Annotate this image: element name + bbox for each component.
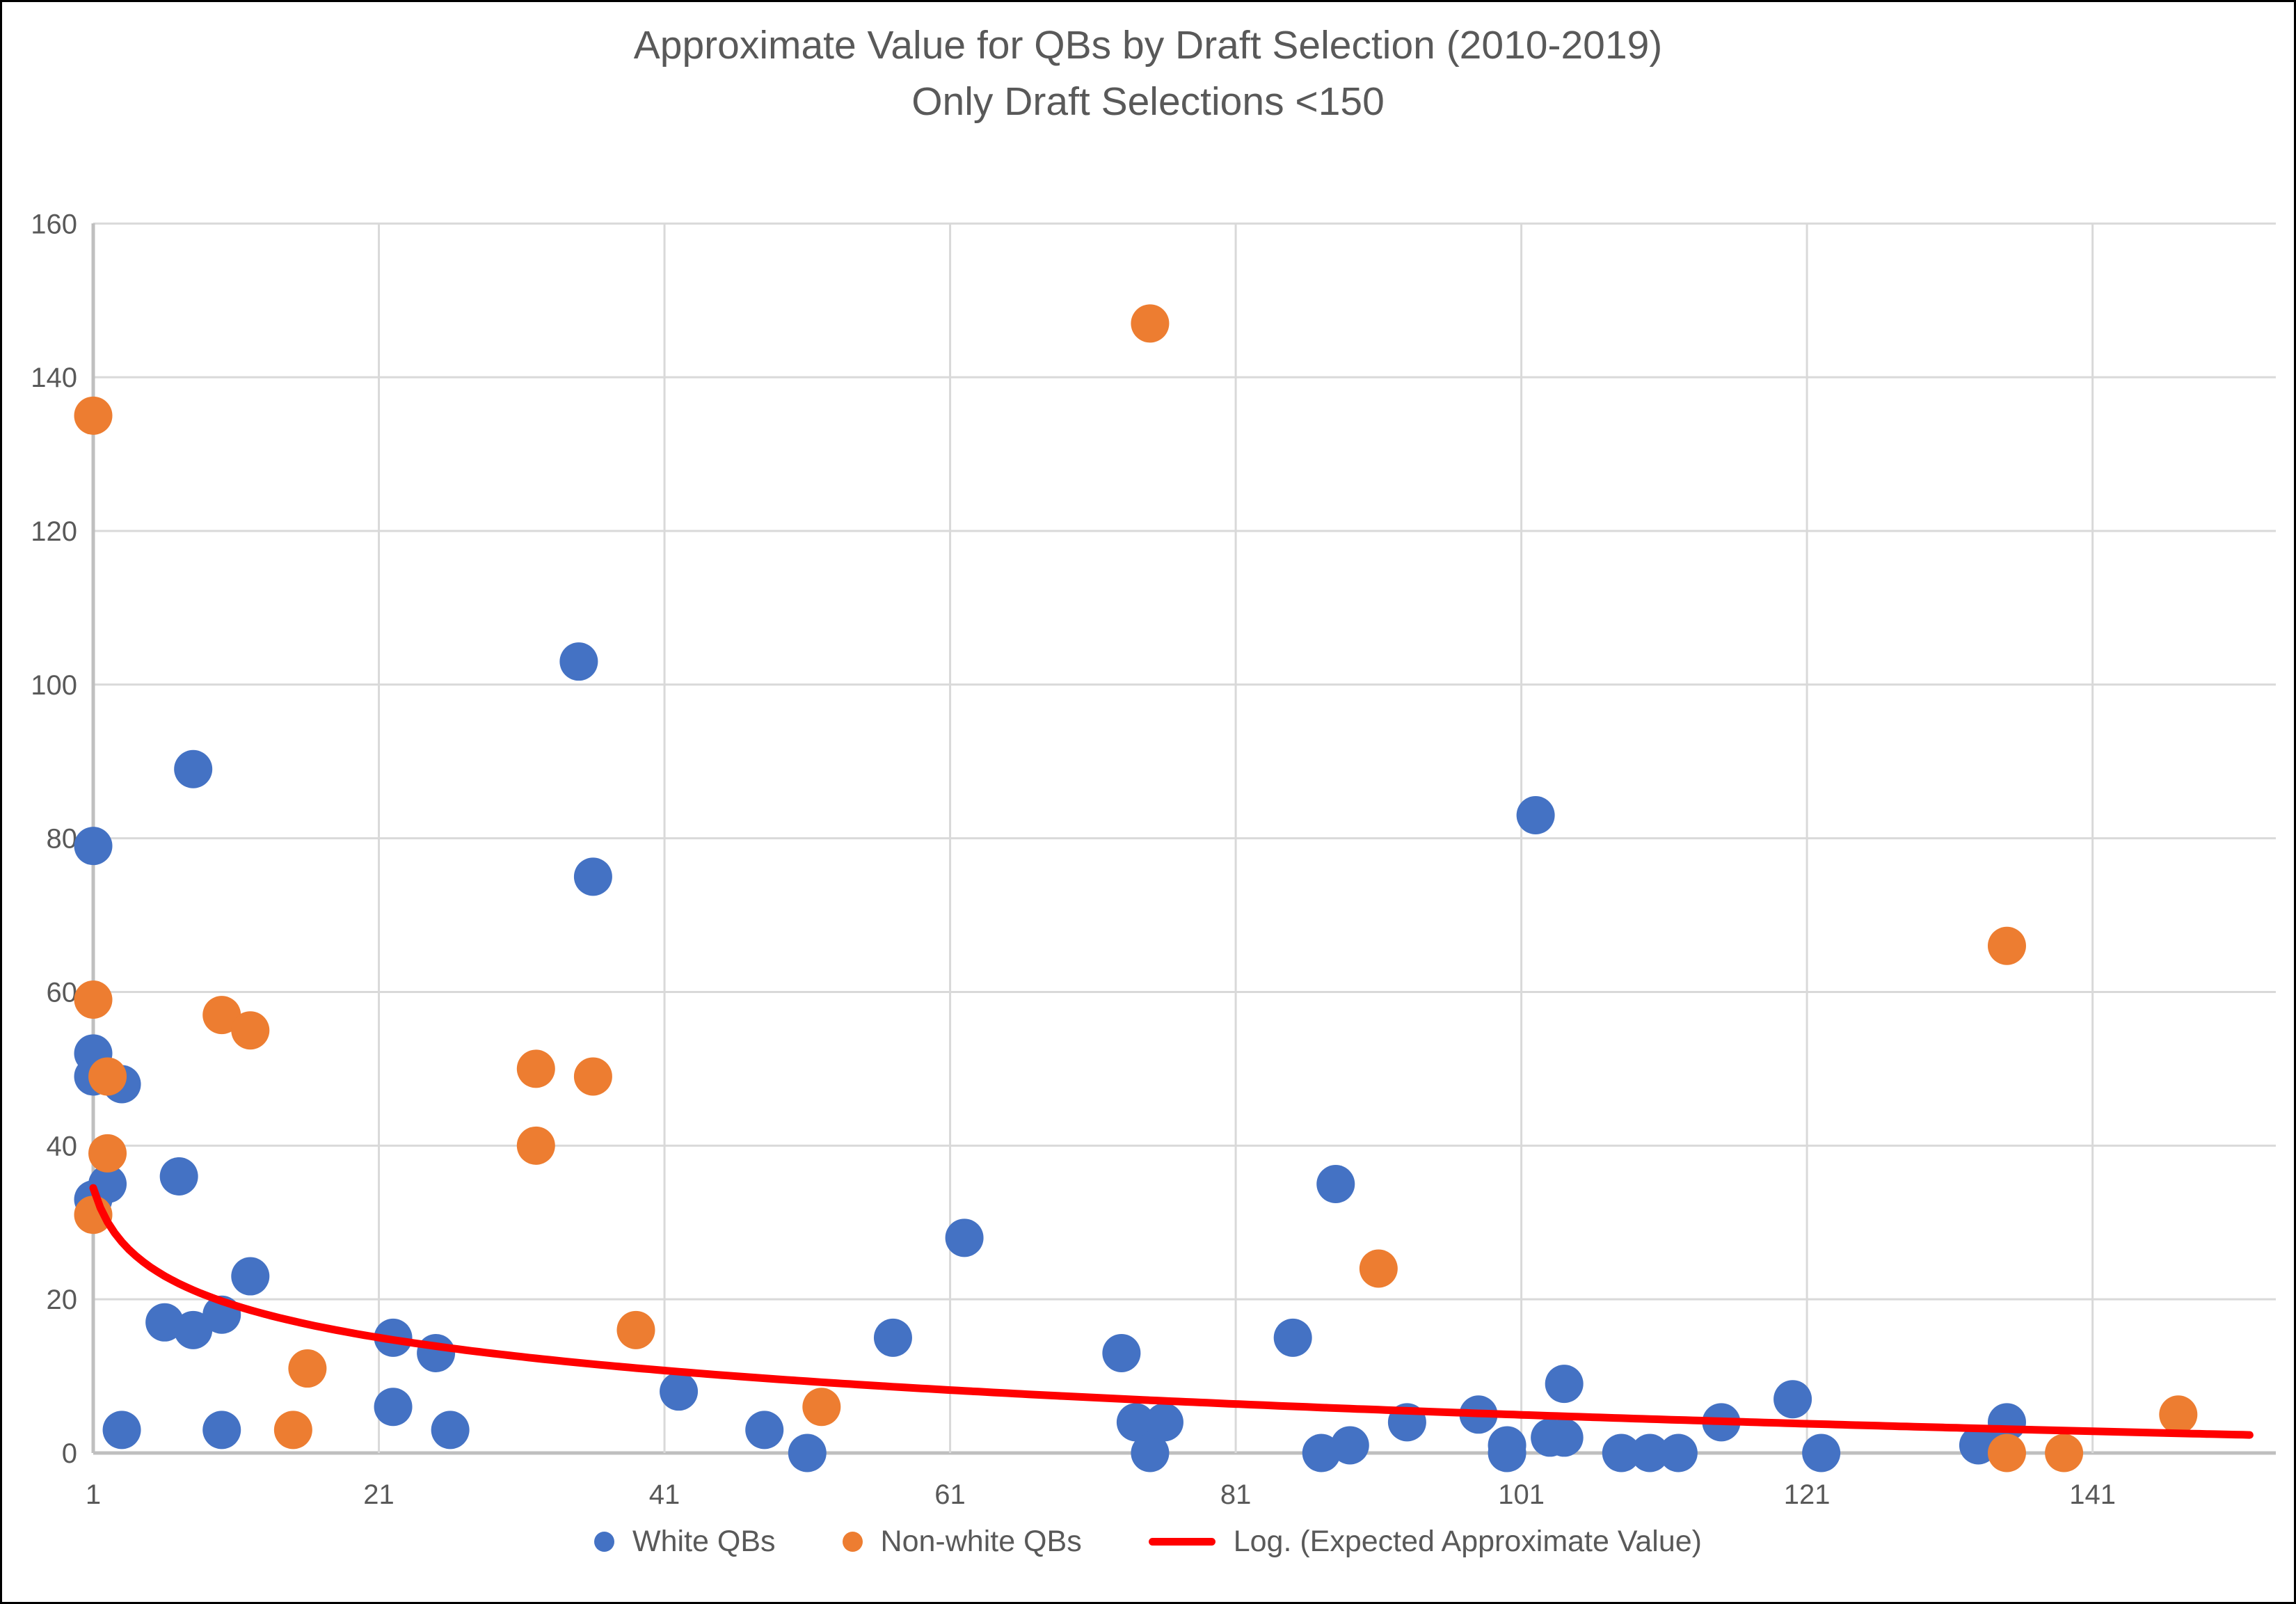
scatter-point-white-qbs <box>1273 1318 1312 1357</box>
legend-label-trendline: Log. (Expected Approximate Value) <box>1233 1525 1702 1558</box>
scatter-point-white-qbs <box>1630 1434 1669 1472</box>
chart-legend: White QBs Non-white QBs Log. (Expected A… <box>2 1525 2294 1559</box>
scatter-point-white-qbs <box>573 857 612 896</box>
x-axis-tick-label: 121 <box>1784 1479 1831 1510</box>
scatter-point-white-qbs <box>1773 1380 1812 1419</box>
scatter-point-non-white-qbs <box>1359 1249 1398 1288</box>
trendline-marker-icon <box>1148 1538 1215 1546</box>
scatter-point-white-qbs <box>1102 1333 1141 1372</box>
scatter-point-white-qbs <box>431 1411 470 1450</box>
scatter-point-white-qbs <box>174 749 213 788</box>
scatter-point-white-qbs <box>1516 796 1555 835</box>
scatter-point-white-qbs <box>1545 1418 1584 1457</box>
scatter-point-white-qbs <box>873 1318 912 1357</box>
chart-title-line2: Only Draft Selections <150 <box>911 79 1385 124</box>
scatter-point-non-white-qbs <box>516 1126 555 1165</box>
scatter-point-white-qbs <box>231 1257 270 1296</box>
y-axis-tick-label: 0 <box>62 1438 77 1469</box>
white-qbs-marker-icon <box>594 1532 615 1552</box>
x-axis-tick-label: 141 <box>2069 1479 2116 1510</box>
scatter-point-non-white-qbs <box>516 1049 555 1088</box>
scatter-point-white-qbs <box>1602 1434 1641 1472</box>
scatter-point-non-white-qbs <box>1987 1434 2026 1472</box>
x-axis-tick-label: 1 <box>86 1479 101 1510</box>
scatter-point-non-white-qbs <box>288 1349 327 1388</box>
scatter-point-non-white-qbs <box>88 1134 127 1173</box>
scatter-point-white-qbs <box>202 1411 241 1450</box>
y-axis-tick-label: 160 <box>31 209 77 239</box>
scatter-point-white-qbs <box>945 1218 984 1257</box>
y-axis-tick-label: 60 <box>47 977 78 1008</box>
scatter-point-non-white-qbs <box>616 1310 655 1349</box>
scatter-point-non-white-qbs <box>802 1388 841 1427</box>
legend-item-trendline: Log. (Expected Approximate Value) <box>1148 1525 1702 1559</box>
y-axis-tick-label: 140 <box>31 363 77 393</box>
scatter-point-white-qbs <box>1316 1165 1355 1204</box>
y-axis-tick-label: 80 <box>47 824 78 855</box>
legend-item-non-white-qbs: Non-white QBs <box>842 1525 1082 1559</box>
scatter-point-white-qbs <box>788 1434 827 1472</box>
x-axis-tick-label: 101 <box>1498 1479 1545 1510</box>
scatter-point-white-qbs <box>174 1310 213 1349</box>
legend-item-white-qbs: White QBs <box>594 1525 776 1559</box>
scatter-point-non-white-qbs <box>1987 926 2026 965</box>
scatter-point-white-qbs <box>1545 1365 1584 1404</box>
y-axis-tick-label: 40 <box>47 1131 78 1161</box>
scatter-point-white-qbs <box>559 642 598 681</box>
scatter-point-white-qbs <box>1116 1403 1155 1442</box>
scatter-point-white-qbs <box>374 1388 413 1427</box>
scatter-point-white-qbs <box>1145 1403 1183 1442</box>
scatter-point-white-qbs <box>1659 1434 1698 1472</box>
scatter-point-non-white-qbs <box>573 1057 612 1096</box>
scatter-point-non-white-qbs <box>74 980 113 1019</box>
scatter-point-non-white-qbs <box>202 996 241 1035</box>
x-axis-tick-label: 81 <box>1220 1479 1252 1510</box>
y-axis-tick-label: 100 <box>31 670 77 701</box>
scatter-point-white-qbs <box>74 827 113 866</box>
scatter-point-white-qbs <box>1488 1434 1526 1472</box>
scatter-point-white-qbs <box>660 1372 699 1411</box>
x-axis-tick-label: 21 <box>363 1479 394 1510</box>
scatter-point-non-white-qbs <box>2159 1395 2198 1434</box>
scatter-point-non-white-qbs <box>74 396 113 435</box>
chart-title-line1: Approximate Value for QBs by Draft Selec… <box>633 23 1663 68</box>
chart-title: Approximate Value for QBs by Draft Selec… <box>2 17 2294 130</box>
non-white-qbs-marker-icon <box>842 1532 863 1552</box>
scatter-point-non-white-qbs <box>273 1411 312 1450</box>
y-axis-tick-label: 20 <box>47 1285 78 1315</box>
x-axis-tick-label: 41 <box>649 1479 680 1510</box>
scatter-point-non-white-qbs <box>1131 304 1170 343</box>
legend-label-non-white-qbs: Non-white QBs <box>880 1525 1082 1558</box>
x-axis-tick-label: 61 <box>934 1479 966 1510</box>
scatter-point-white-qbs <box>102 1411 141 1450</box>
log-trendline <box>89 1184 2254 1439</box>
legend-label-white-qbs: White QBs <box>632 1525 776 1558</box>
scatter-point-non-white-qbs <box>88 1057 127 1096</box>
scatter-point-white-qbs <box>1802 1434 1841 1472</box>
scatter-point-white-qbs <box>745 1411 784 1450</box>
scatter-point-white-qbs <box>1131 1434 1170 1472</box>
scatter-point-white-qbs <box>1330 1426 1369 1465</box>
y-axis-tick-label: 120 <box>31 516 77 547</box>
scatter-point-non-white-qbs <box>231 1011 270 1050</box>
scatter-point-non-white-qbs <box>2045 1434 2084 1472</box>
scatter-point-white-qbs <box>417 1333 456 1372</box>
scatter-point-white-qbs <box>159 1157 198 1196</box>
